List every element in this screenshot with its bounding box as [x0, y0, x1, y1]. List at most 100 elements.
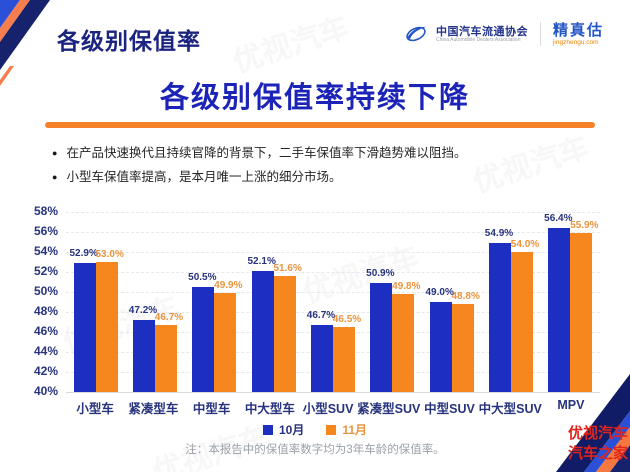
logo-divider	[539, 22, 541, 47]
plot-area: 52.9% 53.0% 47.2% 46.7% 50.5% 49.9% 52.1% 51.6%…	[66, 212, 600, 393]
bullet-dot-icon: ●	[52, 172, 58, 182]
bar-group: 49.0% 48.8%	[422, 212, 481, 392]
bar-10月-小型SUV	[310, 325, 333, 392]
legend: 10月 11月	[0, 421, 630, 438]
legend-swatch-icon	[262, 424, 273, 435]
bar-value-label: 46.7%	[306, 310, 336, 321]
bar-10月-中型SUV	[429, 302, 452, 392]
faint-watermark: 优视汽车	[226, 3, 354, 82]
bar-value-label: 50.9%	[366, 268, 395, 279]
gridline	[66, 212, 600, 213]
bar-value-label: 48.8%	[451, 291, 480, 302]
bar-11月-紧凑型SUV	[392, 294, 415, 392]
bar-10月-中型车	[192, 287, 215, 392]
bar-11月-MPV	[570, 233, 593, 392]
brand-name: 精真估	[552, 22, 604, 39]
y-tick-label: 50%	[33, 284, 58, 298]
bar-value-label: 47.2%	[128, 305, 158, 316]
bar-value-label: 49.8%	[392, 281, 421, 292]
bar-value-label: 54.0%	[510, 239, 540, 250]
bullet-dot-icon: ●	[52, 148, 58, 158]
x-tick-label: 紧凑型SUV	[357, 402, 421, 416]
bar-value-label: 50.5%	[188, 272, 217, 283]
bar-value-label: 51.6%	[273, 263, 302, 274]
y-tick-label: 54%	[33, 244, 58, 258]
bullet-list: ● 在产品快速换代且持续官降的背景下，二手车保值率下滑趋势难以阻挡。 ● 小型车…	[52, 141, 466, 189]
org-name-cn: 中国汽车流通协会	[435, 25, 528, 38]
bar-value-label: 54.9%	[484, 228, 514, 239]
bar-10月-中大型SUV	[488, 243, 511, 392]
x-axis-labels: 小型车 紧凑型车 中型车 中大型车 小型SUV 紧凑型SUV 中型SUV 中大型SUV MPV	[66, 398, 600, 417]
bar-group: 50.5% 49.9%	[185, 212, 244, 392]
bar-value-label: 55.9%	[570, 220, 599, 231]
legend-label: 11月	[342, 423, 368, 437]
gridline	[66, 312, 600, 313]
gridline	[66, 232, 600, 233]
legend-label: 10月	[278, 423, 305, 437]
y-tick-label: 42%	[33, 364, 58, 378]
x-tick-label: MPV	[557, 398, 585, 412]
bar-group: 52.9% 53.0%	[66, 212, 125, 392]
bar-group: 52.1% 51.6%	[244, 212, 303, 392]
bar-11月-中大型车	[273, 276, 296, 392]
legend-swatch-icon	[326, 424, 337, 435]
footnote: 注：本报告中的保值率数字均为3年车龄的保值率。	[185, 444, 445, 456]
bar-value-label: 49.9%	[214, 280, 243, 291]
bar-value-label: 46.5%	[332, 314, 362, 325]
legend-item-10月: 10月	[262, 421, 305, 438]
y-tick-label: 48%	[33, 304, 58, 318]
bar-10月-紧凑型SUV	[370, 283, 393, 392]
legend-item-11月: 11月	[326, 421, 367, 438]
bar-group: 50.9% 49.8%	[363, 212, 422, 392]
bar-group: 47.2% 46.7%	[125, 212, 184, 392]
x-tick-label: 小型SUV	[302, 402, 354, 416]
page-title: 各级别保值率	[57, 28, 201, 54]
x-tick-label: 中型车	[192, 402, 231, 416]
logo-block: 中国汽车流通协会 China Automobile Dealers Associ…	[404, 22, 604, 47]
gridline	[66, 292, 600, 293]
bar-value-label: 46.7%	[154, 312, 184, 323]
y-tick-label: 46%	[33, 324, 58, 338]
bullet-text: 小型车保值率提高，是本月唯一上涨的细分市场。	[66, 170, 342, 184]
x-tick-label: 中大型车	[244, 402, 295, 416]
bar-11月-中型车	[214, 293, 237, 392]
faint-watermark: 优视汽车	[466, 123, 594, 202]
bullet-text: 在产品快速换代且持续官降的背景下，二手车保值率下滑趋势难以阻挡。	[66, 146, 467, 160]
corner-watermark-line2: 汽车之家	[567, 445, 628, 462]
gridline	[66, 252, 600, 253]
bar-11月-小型SUV	[332, 327, 355, 392]
y-tick-label: 44%	[33, 344, 58, 358]
x-tick-label: 小型车	[76, 402, 114, 416]
bullet-item: ● 在产品快速换代且持续官降的背景下，二手车保值率下滑趋势难以阻挡。	[52, 141, 466, 165]
y-axis: 58% 56% 54% 52% 50% 48% 46% 44% 42% 40%	[20, 204, 60, 398]
y-tick-label: 52%	[33, 264, 58, 278]
bar-10月-中大型车	[251, 271, 274, 392]
bar-group: 46.7% 46.5%	[303, 212, 362, 392]
org-name-en: China Automobile Dealers Association	[435, 36, 521, 43]
bar-group: 54.9% 54.0%	[481, 212, 540, 392]
x-tick-label: 紧凑型车	[128, 402, 179, 416]
bar-group: 56.4% 55.9%	[541, 212, 600, 392]
y-tick-label: 40%	[33, 384, 58, 398]
bar-value-label: 52.1%	[247, 256, 276, 267]
gridline	[66, 272, 600, 273]
bar-10月-小型车	[73, 263, 96, 392]
cada-logo-icon	[406, 27, 426, 42]
bar-value-label: 49.0%	[425, 287, 454, 298]
brand-url: jingzhengu.com	[552, 39, 599, 47]
bullet-item: ● 小型车保值率提高，是本月唯一上涨的细分市场。	[52, 165, 466, 189]
bar-value-label: 52.9%	[69, 248, 98, 259]
bar-value-label: 56.4%	[544, 213, 573, 224]
bar-value-label: 53.0%	[95, 249, 124, 260]
title-underline	[45, 122, 595, 128]
slide-title: 各级别保值率持续下降	[159, 82, 470, 114]
bar-11月-中大型SUV	[510, 252, 533, 392]
bar-11月-小型车	[95, 262, 118, 392]
bar-11月-紧凑型车	[154, 325, 177, 392]
corner-watermark-line1: 优视汽车	[567, 425, 628, 442]
bar-11月-中型SUV	[451, 304, 474, 392]
bar-10月-MPV	[548, 228, 571, 392]
x-tick-label: 中大型SUV	[478, 402, 542, 416]
y-tick-label: 58%	[33, 204, 58, 218]
